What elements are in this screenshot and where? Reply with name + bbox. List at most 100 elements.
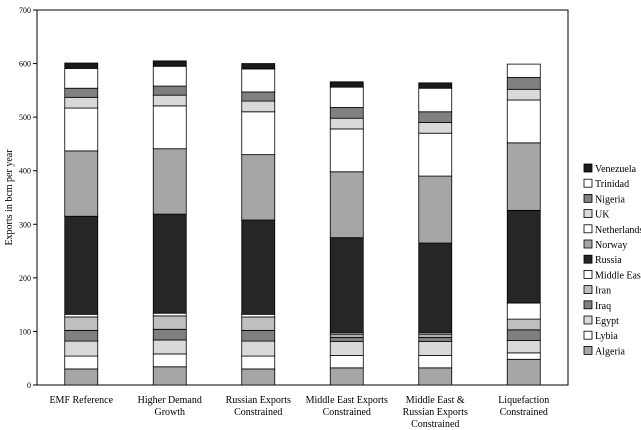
bar-segment-iran bbox=[152, 315, 187, 330]
bar-segment-uk bbox=[152, 94, 187, 107]
bar-segment-egypt bbox=[418, 341, 453, 356]
bar-segment-norway bbox=[418, 175, 453, 244]
legend-label: Algeria bbox=[595, 346, 626, 357]
legend-swatch bbox=[583, 239, 593, 249]
y-tick-label: 600 bbox=[19, 60, 31, 69]
legend-swatch bbox=[583, 209, 593, 219]
bar-segment-iran bbox=[418, 334, 453, 338]
legend-swatch bbox=[583, 330, 593, 340]
bar-segment-algeria bbox=[64, 368, 99, 386]
bar-segment-egypt bbox=[329, 341, 364, 356]
bar-segment-trinidad bbox=[152, 65, 187, 87]
bar-segment-venezuela bbox=[241, 63, 276, 70]
bar-segment-russia bbox=[329, 237, 364, 334]
legend-label: Iraq bbox=[595, 301, 611, 312]
bar-segment-iran bbox=[329, 334, 364, 338]
bar-segment-nigeria bbox=[152, 85, 187, 96]
bar-segment-egypt bbox=[241, 340, 276, 357]
bar-segment-algeria bbox=[418, 367, 453, 386]
legend-swatch bbox=[583, 269, 593, 279]
bar-segment-egypt bbox=[64, 340, 99, 357]
legend-swatch bbox=[583, 224, 593, 234]
bar-segment-netherlands bbox=[506, 99, 541, 144]
legend-label: Nigeria bbox=[595, 194, 626, 205]
legend-label: Trinidad bbox=[595, 179, 629, 190]
bar-segment-norway bbox=[64, 150, 99, 217]
bar-segment-norway bbox=[506, 142, 541, 211]
bar-segment-uk bbox=[241, 100, 276, 113]
bar-segment-trinidad bbox=[418, 87, 453, 113]
x-category-label: Russian Exports Constrained bbox=[226, 395, 291, 418]
bar-segment-venezuela bbox=[64, 62, 99, 69]
bar-segment-iraq bbox=[152, 328, 187, 341]
bar-segment-lybia bbox=[329, 355, 364, 369]
bar-segment-russia bbox=[506, 209, 541, 304]
y-tick-label: 700 bbox=[19, 6, 31, 15]
legend-swatch bbox=[583, 315, 593, 325]
bar-segment-iraq bbox=[506, 329, 541, 341]
bar-segment-algeria bbox=[329, 367, 364, 386]
legend-label: Middle East bbox=[595, 270, 641, 281]
y-tick-label: 400 bbox=[19, 167, 31, 176]
y-tick-label: 200 bbox=[19, 274, 31, 283]
bar-segment-uk bbox=[329, 117, 364, 130]
bar-segment-nigeria bbox=[241, 91, 276, 102]
legend-swatch bbox=[583, 300, 593, 310]
bar-segment-iraq bbox=[64, 329, 99, 342]
bar-segment-egypt bbox=[152, 339, 187, 355]
bar-segment-nigeria bbox=[418, 111, 453, 123]
bar-segment-nigeria bbox=[64, 87, 99, 98]
bar-segment-lybia bbox=[506, 352, 541, 360]
bar-segment-netherlands bbox=[152, 105, 187, 150]
bar-segment-trinidad bbox=[241, 68, 276, 93]
bar-segment-algeria bbox=[506, 358, 541, 386]
bar-segment-uk bbox=[64, 96, 99, 109]
bar-segment-netherlands bbox=[64, 107, 99, 152]
bar-segment-middle-east bbox=[152, 312, 187, 317]
legend-swatch bbox=[583, 163, 593, 173]
legend-label: Egypt bbox=[595, 316, 619, 327]
legend-label: Netherlands bbox=[595, 225, 641, 236]
bar-segment-venezuela bbox=[329, 81, 364, 88]
x-category-label: EMF Reference bbox=[49, 395, 113, 406]
legend-label: UK bbox=[595, 210, 610, 221]
bar-segment-middle-east bbox=[64, 313, 99, 318]
bar-segment-netherlands bbox=[241, 111, 276, 156]
bar-segment-russia bbox=[418, 242, 453, 334]
y-tick-label: 100 bbox=[19, 327, 31, 336]
bar-segment-uk bbox=[506, 88, 541, 101]
bar-segment-iraq bbox=[241, 329, 276, 342]
bars bbox=[64, 60, 541, 386]
legend-label: Norway bbox=[595, 240, 627, 251]
bar-segment-iran bbox=[241, 316, 276, 331]
bar-segment-lybia bbox=[241, 355, 276, 370]
bar-segment-iraq bbox=[329, 336, 364, 343]
legend-swatch bbox=[583, 254, 593, 264]
bar-segment-trinidad bbox=[64, 67, 99, 89]
bar-segment-algeria bbox=[152, 366, 187, 386]
bar-segment-lybia bbox=[152, 353, 187, 368]
bar-segment-norway bbox=[241, 154, 276, 221]
bar-segment-trinidad bbox=[329, 86, 364, 108]
bar-segment-egypt bbox=[506, 340, 541, 354]
bar-segment-uk bbox=[418, 122, 453, 134]
bar-segment-iran bbox=[64, 316, 99, 331]
bar-segment-middle-east bbox=[506, 302, 541, 320]
bar-segment-lybia bbox=[64, 355, 99, 370]
x-category-label: Liquefaction Constrained bbox=[498, 395, 549, 418]
x-category-label: Higher Demand Growth bbox=[138, 395, 202, 418]
bar-segment-norway bbox=[329, 171, 364, 239]
x-category-label: Middle East & Russian Exports Constrained bbox=[403, 395, 468, 430]
bar-segment-algeria bbox=[241, 368, 276, 386]
bar-segment-netherlands bbox=[329, 128, 364, 173]
legend-swatch bbox=[583, 285, 593, 295]
y-tick-label: 500 bbox=[19, 113, 31, 122]
bar-segment-russia bbox=[241, 219, 276, 315]
plot-area bbox=[36, 9, 569, 386]
plot-frame bbox=[36, 9, 569, 386]
legend-swatch bbox=[583, 178, 593, 188]
y-axis: 0 100 200 300 400 500 600 700 bbox=[19, 6, 37, 390]
legend: Venezuela Trinidad Nigeria UK Netherlands Nor… bbox=[583, 163, 641, 357]
legend-swatch bbox=[583, 193, 593, 203]
bar-segment-venezuela bbox=[152, 60, 187, 67]
